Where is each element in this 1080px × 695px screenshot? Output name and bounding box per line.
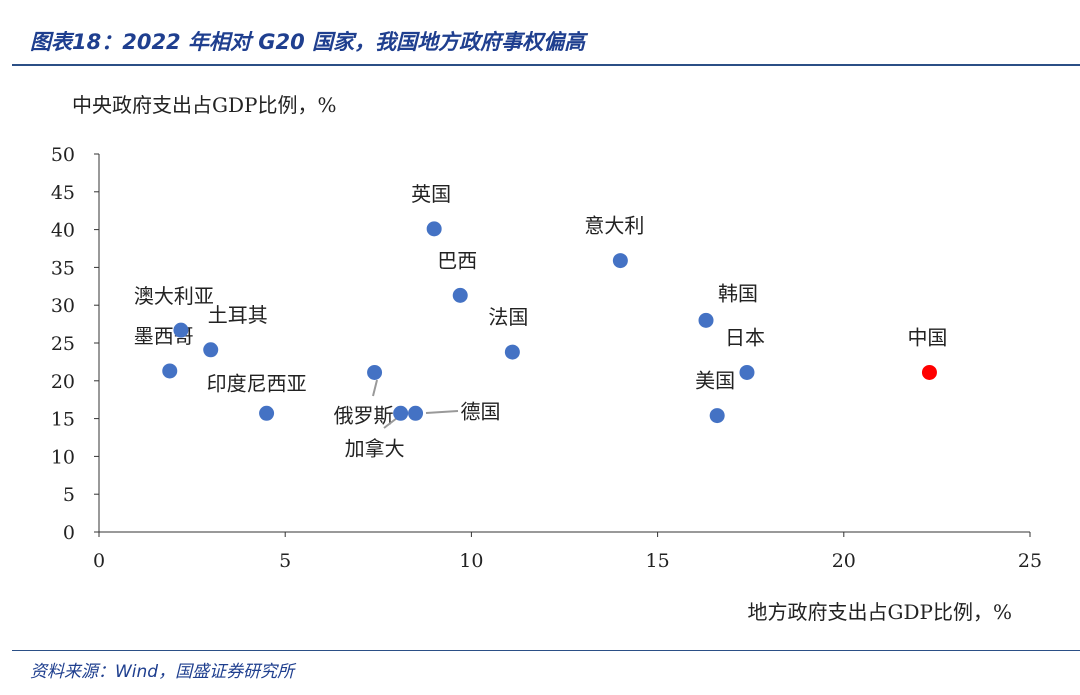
data-point [452, 287, 468, 303]
data-point [739, 364, 755, 380]
x-tick-label: 25 [1018, 550, 1042, 572]
y-tick-label: 0 [63, 522, 75, 544]
figure-title: 图表18：2022 年相对 G20 国家，我国地方政府事权偏高 [30, 30, 586, 54]
y-tick-label: 10 [51, 446, 75, 468]
point-label: 澳大利亚 [134, 284, 214, 308]
data-point [426, 221, 442, 237]
data-point [504, 344, 520, 360]
data-point [393, 405, 409, 421]
leader-line [372, 379, 378, 397]
point-label: 意大利 [584, 214, 644, 238]
data-point [162, 363, 178, 379]
data-point [367, 364, 383, 380]
data-point [259, 405, 275, 421]
data-point [203, 342, 219, 358]
point-label: 法国 [488, 305, 528, 329]
point-label: 美国 [695, 369, 735, 393]
leader-line [425, 410, 459, 414]
y-tick-label: 35 [51, 257, 75, 279]
x-tick-label: 5 [279, 550, 291, 572]
y-tick-label: 20 [51, 371, 75, 393]
y-tick-label: 50 [51, 144, 75, 166]
x-axis-label: 地方政府支出占GDP比例，% [748, 600, 1012, 624]
x-tick-label: 10 [459, 550, 483, 572]
data-point [408, 405, 424, 421]
data-point [173, 322, 189, 338]
point-label: 韩国 [718, 281, 758, 305]
point-label: 巴西 [437, 248, 477, 272]
y-tick-label: 30 [51, 295, 75, 317]
bottom-divider [12, 650, 1080, 651]
point-label: 日本 [725, 325, 765, 349]
point-label: 土耳其 [208, 303, 268, 327]
y-tick-label: 5 [63, 484, 75, 506]
point-label: 英国 [411, 182, 451, 206]
y-tick-label: 40 [51, 220, 75, 242]
point-label: 印度尼西亚 [207, 371, 307, 395]
x-tick-label: 20 [832, 550, 856, 572]
point-label: 加拿大 [345, 436, 405, 460]
leader-line [383, 417, 398, 429]
point-label: 俄罗斯 [334, 403, 394, 427]
data-point [698, 312, 714, 328]
point-label: 中国 [907, 325, 947, 349]
top-divider [12, 64, 1080, 66]
y-tick-label: 25 [51, 333, 75, 355]
y-tick-label: 15 [51, 409, 75, 431]
data-point [612, 253, 628, 269]
x-tick-label: 0 [93, 550, 105, 572]
source-note: 资料来源：Wind，国盛证券研究所 [30, 662, 295, 682]
point-label: 德国 [461, 399, 501, 423]
y-axis-label: 中央政府支出占GDP比例，% [72, 93, 336, 117]
data-point [709, 408, 725, 424]
x-tick-label: 15 [646, 550, 670, 572]
data-point [921, 364, 937, 380]
y-tick-label: 45 [51, 182, 75, 204]
